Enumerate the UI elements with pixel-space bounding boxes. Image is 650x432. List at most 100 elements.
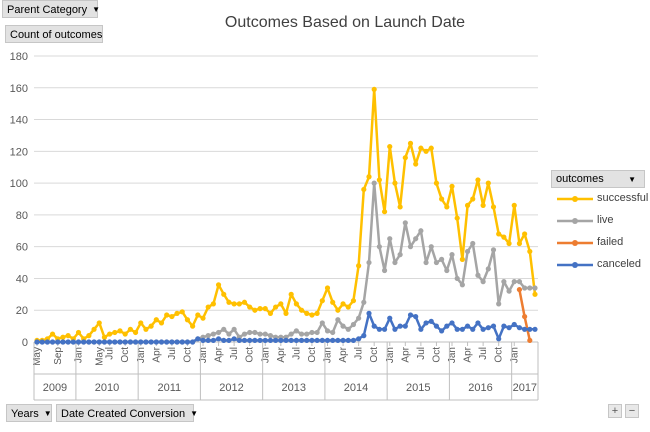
data-point-live: [350, 321, 357, 328]
data-point-successful: [371, 86, 377, 92]
data-point-successful: [464, 202, 471, 208]
data-point-canceled: [86, 339, 92, 345]
y-tick-label: 80: [16, 210, 28, 222]
data-point-successful: [101, 334, 108, 340]
data-point-live: [527, 285, 533, 291]
legend-header-label: outcomes: [556, 173, 604, 185]
data-point-successful: [506, 240, 512, 247]
years-filter[interactable]: Years ▼: [6, 404, 52, 422]
year-label: 2016: [468, 382, 492, 394]
data-point-successful: [361, 186, 367, 193]
data-point-canceled: [319, 337, 325, 344]
data-point-live: [522, 285, 528, 291]
data-point-canceled: [475, 320, 481, 326]
expand-field-button[interactable]: +: [608, 404, 622, 418]
data-point-canceled: [407, 312, 414, 318]
data-point-canceled: [361, 333, 367, 339]
collapse-field-button[interactable]: −: [625, 404, 639, 418]
data-point-live: [454, 275, 460, 282]
data-point-canceled: [236, 337, 242, 344]
x-tick-label: Jul: [354, 347, 365, 360]
data-point-successful: [96, 320, 102, 326]
data-point-successful: [112, 329, 118, 336]
data-point-successful: [470, 196, 476, 202]
year-label: 2013: [282, 382, 306, 394]
legend-label: failed: [597, 236, 624, 248]
y-tick-label: 0: [22, 337, 28, 349]
data-point-canceled: [65, 339, 71, 345]
data-point-live: [226, 331, 232, 337]
parent-category-filter[interactable]: Parent Category ▼: [2, 0, 100, 18]
data-point-successful: [454, 215, 460, 221]
data-point-canceled: [174, 339, 180, 345]
data-point-successful: [174, 310, 180, 316]
data-point-live: [428, 244, 434, 250]
value-field-button[interactable]: Count of outcomes: [5, 25, 103, 43]
data-point-canceled: [169, 339, 175, 345]
minus-icon: −: [628, 405, 636, 417]
data-point-successful: [428, 145, 434, 151]
data-point-live: [423, 259, 429, 266]
x-tick-label: Oct: [369, 347, 380, 363]
data-point-successful: [148, 323, 154, 329]
x-tick-label: Jan: [74, 347, 85, 363]
legend-filter-button[interactable]: outcomes ▼: [551, 170, 645, 188]
data-point-live: [387, 236, 393, 242]
data-point-successful: [376, 177, 382, 183]
data-point-canceled: [195, 336, 201, 342]
data-point-canceled: [273, 337, 279, 344]
data-point-canceled: [226, 337, 232, 344]
data-point-canceled: [413, 313, 419, 320]
data-point-canceled: [449, 320, 455, 326]
data-point-successful: [231, 301, 237, 307]
data-point-successful: [459, 256, 465, 262]
data-point-live: [205, 333, 211, 339]
data-point-successful: [335, 307, 341, 313]
data-point-successful: [298, 307, 305, 313]
data-point-canceled: [485, 325, 491, 331]
data-point-live: [516, 279, 523, 285]
data-point-canceled: [506, 325, 512, 331]
legend-swatch: [557, 196, 593, 202]
dropdown-arrow-icon: ▼: [190, 409, 199, 418]
x-tick-label: Jan: [260, 347, 271, 363]
data-point-successful: [356, 263, 362, 269]
data-point-successful: [226, 299, 232, 305]
data-point-successful: [273, 304, 279, 310]
years-filter-label: Years: [11, 408, 39, 420]
data-point-successful: [319, 298, 325, 304]
data-point-canceled: [444, 323, 450, 329]
legend-item-canceled: canceled: [551, 254, 645, 276]
data-point-canceled: [122, 339, 128, 345]
x-tick-label: Apr: [276, 346, 287, 362]
x-tick-label: Oct: [494, 347, 505, 363]
y-tick-label: 100: [10, 178, 28, 190]
data-point-live: [262, 331, 268, 337]
data-point-successful: [107, 331, 113, 337]
data-point-successful: [247, 304, 253, 310]
data-point-live: [361, 299, 367, 305]
data-point-successful: [86, 333, 92, 339]
data-point-successful: [127, 326, 133, 332]
data-point-live: [475, 272, 481, 278]
data-point-canceled: [138, 339, 144, 345]
data-point-canceled: [366, 310, 372, 316]
data-point-live: [532, 285, 538, 291]
data-point-successful: [49, 331, 56, 337]
data-point-canceled: [464, 323, 471, 329]
legend-swatch: [557, 240, 593, 246]
date-created-filter[interactable]: Date Created Conversion ▼: [56, 404, 198, 422]
data-point-live: [371, 180, 377, 186]
x-tick-label: Jul: [291, 347, 302, 360]
data-point-successful: [418, 145, 424, 151]
data-point-canceled: [60, 339, 66, 345]
data-point-successful: [65, 333, 71, 339]
data-point-successful: [402, 155, 408, 161]
data-point-canceled: [314, 337, 320, 344]
legend-swatch: [557, 218, 593, 224]
data-point-canceled: [356, 336, 362, 342]
data-point-successful: [184, 317, 191, 323]
legend-label: successful: [597, 192, 649, 204]
data-point-successful: [117, 328, 123, 334]
